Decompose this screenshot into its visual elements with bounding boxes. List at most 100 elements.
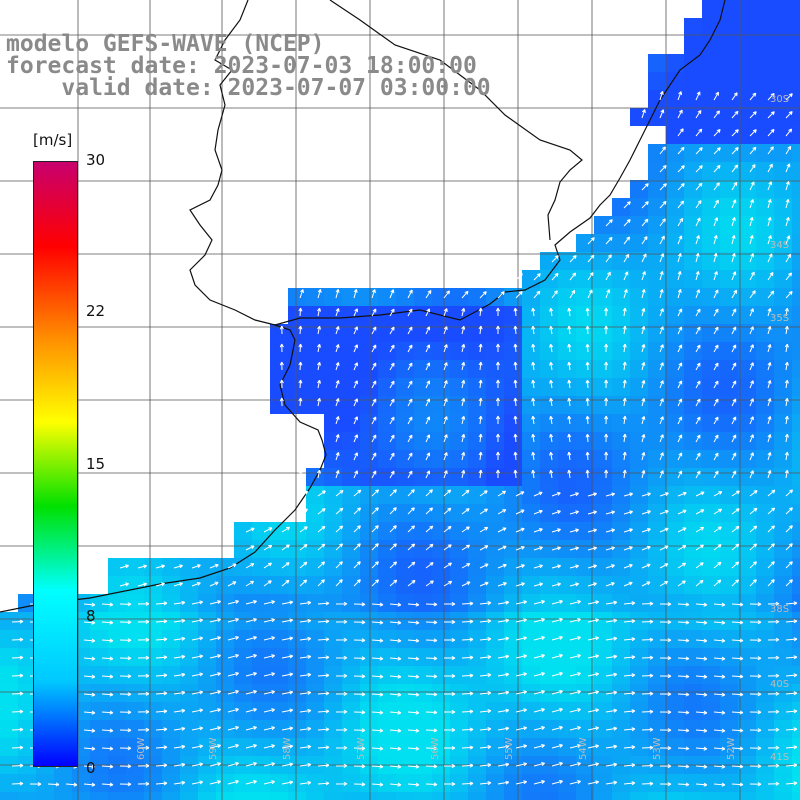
wind-speed-cell bbox=[702, 468, 720, 486]
wind-arrow bbox=[695, 638, 708, 643]
wind-speed-cell bbox=[774, 342, 792, 360]
wind-speed-cell bbox=[432, 792, 450, 800]
wind-arrow bbox=[659, 545, 669, 551]
wind-arrow bbox=[461, 325, 466, 335]
wind-arrow bbox=[443, 398, 448, 407]
wind-speed-cell bbox=[558, 342, 576, 360]
wind-speed-cell bbox=[648, 612, 666, 630]
wind-speed-cell bbox=[738, 504, 756, 522]
wind-arrow bbox=[551, 546, 561, 551]
wind-speed-cell bbox=[540, 666, 558, 684]
longitude-label: 53W bbox=[652, 737, 663, 760]
wind-arrow bbox=[11, 727, 24, 732]
wind-speed-cell bbox=[270, 522, 288, 540]
wind-speed-cell bbox=[18, 738, 36, 756]
wind-speed-cell bbox=[144, 630, 162, 648]
wind-arrow bbox=[479, 490, 488, 497]
wind-speed-cell bbox=[306, 630, 324, 648]
wind-arrow bbox=[749, 111, 757, 119]
wind-arrow bbox=[191, 780, 204, 785]
wind-arrow bbox=[785, 709, 798, 714]
wind-arrow bbox=[461, 691, 474, 696]
wind-speed-cell bbox=[324, 540, 342, 558]
wind-speed-cell bbox=[378, 666, 396, 684]
wind-arrow bbox=[713, 380, 719, 389]
wind-arrow bbox=[641, 415, 646, 425]
wind-speed-cell bbox=[306, 396, 324, 414]
wind-arrow bbox=[245, 761, 257, 767]
wind-speed-cell bbox=[792, 252, 800, 270]
wind-arrow bbox=[461, 655, 474, 660]
wind-arrow bbox=[407, 746, 420, 751]
wind-speed-cell bbox=[486, 774, 504, 792]
wind-speed-cell bbox=[522, 540, 540, 558]
wind-arrow bbox=[585, 307, 590, 317]
wind-arrow bbox=[461, 361, 466, 371]
wind-speed-cell bbox=[162, 702, 180, 720]
wind-arrow bbox=[785, 489, 794, 497]
wind-arrow bbox=[425, 308, 431, 317]
wind-speed-cell bbox=[612, 252, 630, 270]
wind-arrow bbox=[443, 601, 456, 607]
wind-arrow bbox=[767, 709, 780, 714]
wind-arrow bbox=[749, 344, 754, 353]
wind-arrow bbox=[155, 637, 168, 642]
wind-arrow bbox=[785, 543, 793, 551]
wind-speed-cell bbox=[450, 558, 468, 576]
wind-arrow bbox=[677, 398, 683, 407]
wind-speed-cell bbox=[774, 162, 792, 180]
wind-speed-cell bbox=[396, 594, 414, 612]
wind-speed-cell bbox=[162, 558, 180, 576]
wind-arrow bbox=[767, 433, 772, 443]
wind-arrow bbox=[443, 507, 452, 515]
wind-arrow bbox=[335, 507, 344, 515]
wind-speed-cell bbox=[396, 702, 414, 720]
wind-speed-cell bbox=[540, 612, 558, 630]
longitude-label: 56W bbox=[430, 737, 441, 760]
wind-speed-cell bbox=[324, 414, 342, 432]
wind-speed-cell bbox=[576, 594, 594, 612]
wind-arrow bbox=[155, 619, 168, 624]
wind-arrow bbox=[173, 708, 186, 713]
wind-arrow bbox=[407, 289, 413, 299]
wind-arrow bbox=[531, 433, 536, 443]
wind-speed-cell bbox=[360, 630, 378, 648]
wind-speed-cell bbox=[756, 792, 774, 800]
wind-speed-cell bbox=[756, 540, 774, 558]
wind-speed-cell bbox=[684, 432, 702, 450]
wind-speed-cell bbox=[774, 288, 792, 306]
wind-speed-cell bbox=[576, 378, 594, 396]
wind-speed-cell bbox=[702, 684, 720, 702]
wind-arrow bbox=[317, 397, 322, 407]
wind-arrow bbox=[767, 579, 775, 587]
wind-arrow bbox=[155, 727, 168, 732]
wind-arrow bbox=[713, 561, 722, 569]
wind-arrow bbox=[173, 780, 186, 785]
wind-arrow bbox=[659, 218, 666, 227]
wind-arrow bbox=[317, 379, 322, 389]
wind-speed-cell bbox=[666, 162, 684, 180]
wind-arrow bbox=[281, 762, 294, 767]
wind-speed-cell bbox=[612, 378, 630, 396]
wind-arrow bbox=[101, 602, 114, 607]
wind-arrow bbox=[587, 492, 597, 497]
wind-arrow bbox=[531, 397, 536, 407]
wind-speed-cell bbox=[432, 702, 450, 720]
wind-speed-cell bbox=[666, 702, 684, 720]
wind-speed-cell bbox=[720, 612, 738, 630]
wind-speed-cell bbox=[522, 648, 540, 666]
wind-speed-cell bbox=[288, 774, 306, 792]
wind-speed-cell bbox=[612, 306, 630, 324]
wind-speed-cell bbox=[756, 180, 774, 198]
wind-speed-cell bbox=[126, 612, 144, 630]
wind-arrow bbox=[785, 507, 793, 515]
wind-speed-cell bbox=[576, 270, 594, 288]
wind-speed-cell bbox=[288, 342, 306, 360]
wind-speed-cell bbox=[126, 666, 144, 684]
wind-arrow bbox=[641, 781, 654, 786]
wind-speed-cell bbox=[342, 684, 360, 702]
wind-arrow bbox=[749, 525, 758, 533]
wind-speed-cell bbox=[126, 648, 144, 666]
wind-arrow bbox=[263, 690, 276, 695]
